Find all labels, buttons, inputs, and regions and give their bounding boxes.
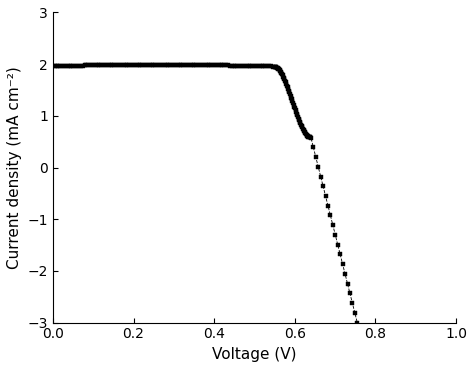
X-axis label: Voltage (V): Voltage (V) [212, 347, 297, 362]
Y-axis label: Current density (mA cm⁻²): Current density (mA cm⁻²) [7, 66, 22, 269]
